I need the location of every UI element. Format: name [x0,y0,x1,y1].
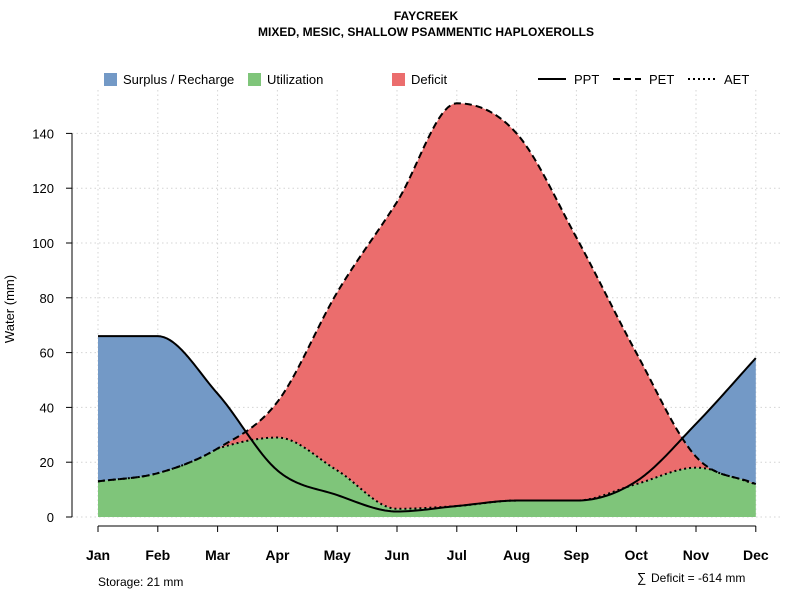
y-tick-label-4: 80 [40,291,54,306]
y-tick-label-1: 20 [40,455,54,470]
legend: Surplus / Recharge Utilization Deficit P… [104,72,749,87]
y-tick-label-0: 0 [47,510,54,525]
legend-swatch-deficit [392,73,405,86]
surplus-area [98,103,756,485]
x-tick-label-oct: Oct [625,547,649,563]
storage-note: Storage: 21 mm [98,575,183,589]
x-tick-label-mar: Mar [205,547,230,563]
deficit-area [98,103,756,509]
x-tick-label-aug: Aug [503,547,530,563]
x-tick-label-dec: Dec [743,547,769,563]
deficit-total: Deficit = -614 mm [651,571,745,585]
legend-label-utilization: Utilization [267,72,323,87]
y-tick-label-7: 140 [32,126,54,141]
x-tick-label-may: May [324,547,351,563]
axes: 0 20 40 60 80 100 120 140 Jan Feb Mar Apr May Jun Jul A… [32,126,769,563]
y-tick-label-6: 120 [32,181,54,196]
legend-label-deficit: Deficit [411,72,448,87]
sum-symbol: ∑ [637,570,646,585]
legend-swatch-surplus [104,73,117,86]
x-tick-label-apr: Apr [265,547,290,563]
y-axis-label: Water (mm) [2,275,17,343]
utilization-area [98,437,756,517]
x-tick-label-sep: Sep [564,547,590,563]
y-tick-label-5: 100 [32,236,54,251]
x-tick-label-nov: Nov [683,547,710,563]
chart-subtitle: MIXED, MESIC, SHALLOW PSAMMENTIC HAPLOXE… [258,25,594,39]
y-tick-label-2: 40 [40,400,54,415]
chart-title: FAYCREEK [394,9,459,23]
x-tick-label-feb: Feb [145,547,170,563]
legend-label-ppt: PPT [574,72,599,87]
aet-line [97,436,757,510]
plot-areas [98,103,756,517]
pet-line [97,102,757,486]
legend-swatch-utilization [248,73,261,86]
x-tick-label-jun: Jun [385,547,410,563]
x-tick-label-jul: Jul [447,547,467,563]
x-tick-label-jan: Jan [86,547,110,563]
ppt-line [98,335,757,513]
legend-label-pet: PET [649,72,674,87]
legend-label-surplus: Surplus / Recharge [123,72,234,87]
y-tick-label-3: 60 [40,346,54,361]
series-lines [97,102,757,513]
legend-label-aet: AET [724,72,749,87]
